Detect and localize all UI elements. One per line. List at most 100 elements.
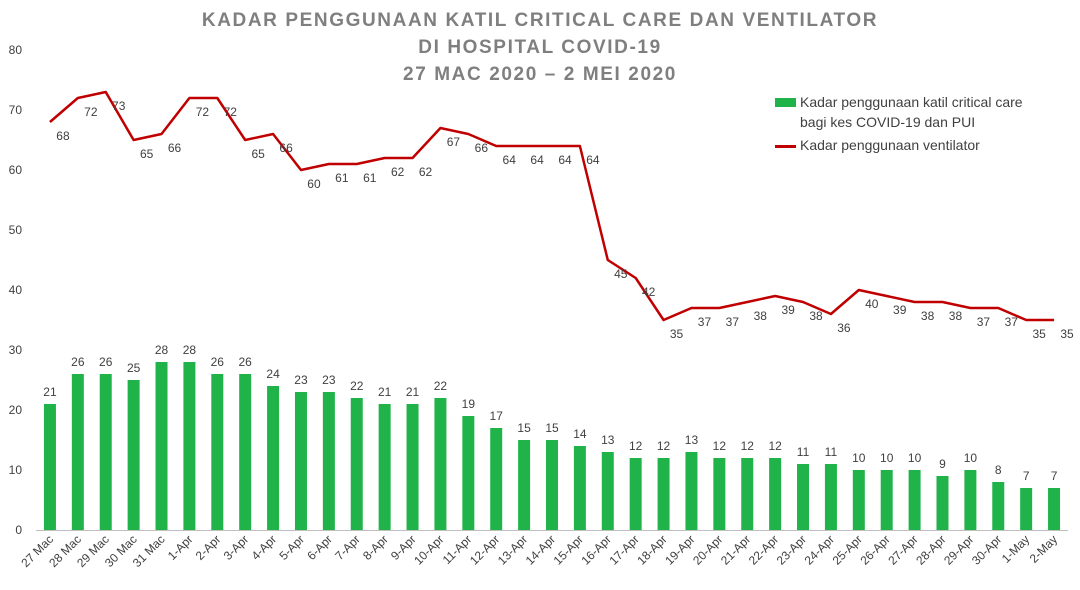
line-data-label: 61 xyxy=(335,171,349,185)
line-data-label: 42 xyxy=(642,285,656,299)
x-tick-label: 24-Apr xyxy=(802,532,837,567)
bar-data-label: 7 xyxy=(1023,469,1030,483)
bar xyxy=(267,386,280,530)
bar xyxy=(629,458,642,530)
bar-data-label: 21 xyxy=(406,385,420,399)
bar-data-label: 9 xyxy=(939,457,946,471)
x-tick-label: 30-Apr xyxy=(969,532,1004,567)
x-tick-label: 29-Apr xyxy=(941,532,976,567)
bar xyxy=(211,374,224,530)
x-tick-label: 20-Apr xyxy=(690,532,725,567)
bar xyxy=(490,428,503,530)
bar xyxy=(824,464,837,530)
bar-data-label: 24 xyxy=(266,367,280,381)
y-tick-label: 20 xyxy=(9,403,23,417)
bar-data-label: 22 xyxy=(350,379,364,393)
line-data-label: 73 xyxy=(112,99,126,113)
line-data-label: 72 xyxy=(84,105,98,119)
line-data-label: 64 xyxy=(503,153,517,167)
line-data-label: 39 xyxy=(781,303,795,317)
bar xyxy=(908,470,921,530)
bar xyxy=(769,458,782,530)
bar-data-label: 10 xyxy=(852,451,866,465)
bar xyxy=(99,374,112,530)
x-tick-label: 1-Apr xyxy=(165,532,196,563)
line-data-label: 37 xyxy=(698,315,712,329)
bar xyxy=(992,482,1005,530)
bar-data-label: 11 xyxy=(825,445,838,459)
y-tick-label: 60 xyxy=(9,163,23,177)
line-data-label: 38 xyxy=(809,309,823,323)
bar xyxy=(518,440,531,530)
line-data-label: 39 xyxy=(893,303,907,317)
bar-data-label: 11 xyxy=(797,445,810,459)
x-tick-label: 22-Apr xyxy=(746,532,781,567)
bar xyxy=(936,476,949,530)
bar xyxy=(322,392,335,530)
legend-line-label: Kadar penggunaan ventilator xyxy=(800,137,980,153)
bar-data-label: 13 xyxy=(685,433,699,447)
bar xyxy=(1048,488,1061,530)
line-data-label: 66 xyxy=(168,141,182,155)
x-tick-label: 8-Apr xyxy=(360,532,391,563)
bar-data-label: 21 xyxy=(43,385,57,399)
bar xyxy=(880,470,893,530)
x-tick-label: 16-Apr xyxy=(579,532,614,567)
bar-data-label: 28 xyxy=(155,343,169,357)
x-tick-label: 7-Apr xyxy=(332,532,363,563)
bar-data-label: 10 xyxy=(964,451,978,465)
bar xyxy=(685,452,698,530)
line-data-label: 62 xyxy=(391,165,405,179)
line-data-label: 45 xyxy=(614,267,628,281)
line-data-label: 60 xyxy=(307,177,321,191)
line-data-label: 72 xyxy=(196,105,210,119)
bar-data-label: 12 xyxy=(741,439,755,453)
line-data-label: 40 xyxy=(865,297,879,311)
x-tick-label: 31 Mac xyxy=(130,532,168,570)
line-data-label: 35 xyxy=(1032,327,1046,341)
line-data-label: 68 xyxy=(56,129,70,143)
bar-data-labels: 21 26 26 25 28 28 26 26 24 23 23 22 21 21 22 19 17 15 15 14… xyxy=(43,343,1057,483)
chart-title-line-2: DI HOSPITAL COVID-19 xyxy=(418,37,662,58)
bar-data-label: 28 xyxy=(183,343,197,357)
bar-data-label: 14 xyxy=(573,427,587,441)
chart-title-line-3: 27 MAC 2020 – 2 MEI 2020 xyxy=(403,64,677,85)
bar-data-label: 21 xyxy=(378,385,392,399)
line-data-label: 36 xyxy=(837,321,851,335)
bar xyxy=(378,404,391,530)
x-tick-label: 27-Apr xyxy=(885,532,920,567)
bar xyxy=(964,470,977,530)
line-data-label: 64 xyxy=(558,153,572,167)
x-tick-label: 14-Apr xyxy=(523,532,558,567)
bar xyxy=(43,404,56,530)
line-data-label: 38 xyxy=(921,309,935,323)
bar-series xyxy=(43,362,1061,530)
x-tick-label: 21-Apr xyxy=(718,532,753,567)
bar xyxy=(741,458,754,530)
legend: Kadar penggunaan katil critical care bag… xyxy=(775,92,1023,155)
y-tick-label: 40 xyxy=(9,283,23,297)
bar xyxy=(350,398,363,530)
bar-data-label: 10 xyxy=(908,451,922,465)
bar-data-label: 26 xyxy=(71,355,85,369)
bar xyxy=(462,416,475,530)
legend-item-line: Kadar penggunaan ventilator xyxy=(775,135,1023,155)
bar-data-label: 12 xyxy=(713,439,727,453)
bar xyxy=(546,440,558,530)
x-tick-label: 18-Apr xyxy=(634,532,669,567)
legend-bar-label-1: Kadar penggunaan katil critical care xyxy=(800,94,1023,110)
x-tick-label: 17-Apr xyxy=(606,532,641,567)
y-tick-label: 80 xyxy=(9,43,23,57)
legend-item-bar: Kadar penggunaan katil critical care bag… xyxy=(775,92,1023,132)
x-tick-label: 12-Apr xyxy=(467,532,502,567)
line-data-label: 37 xyxy=(1005,315,1019,329)
x-tick-label: 5-Apr xyxy=(276,532,307,563)
bar-data-label: 12 xyxy=(629,439,643,453)
x-tick-label: 2-May xyxy=(1027,532,1060,565)
line-data-label: 72 xyxy=(224,105,238,119)
bar-data-label: 26 xyxy=(239,355,253,369)
bar-data-label: 12 xyxy=(657,439,671,453)
x-tick-label: 19-Apr xyxy=(662,532,697,567)
